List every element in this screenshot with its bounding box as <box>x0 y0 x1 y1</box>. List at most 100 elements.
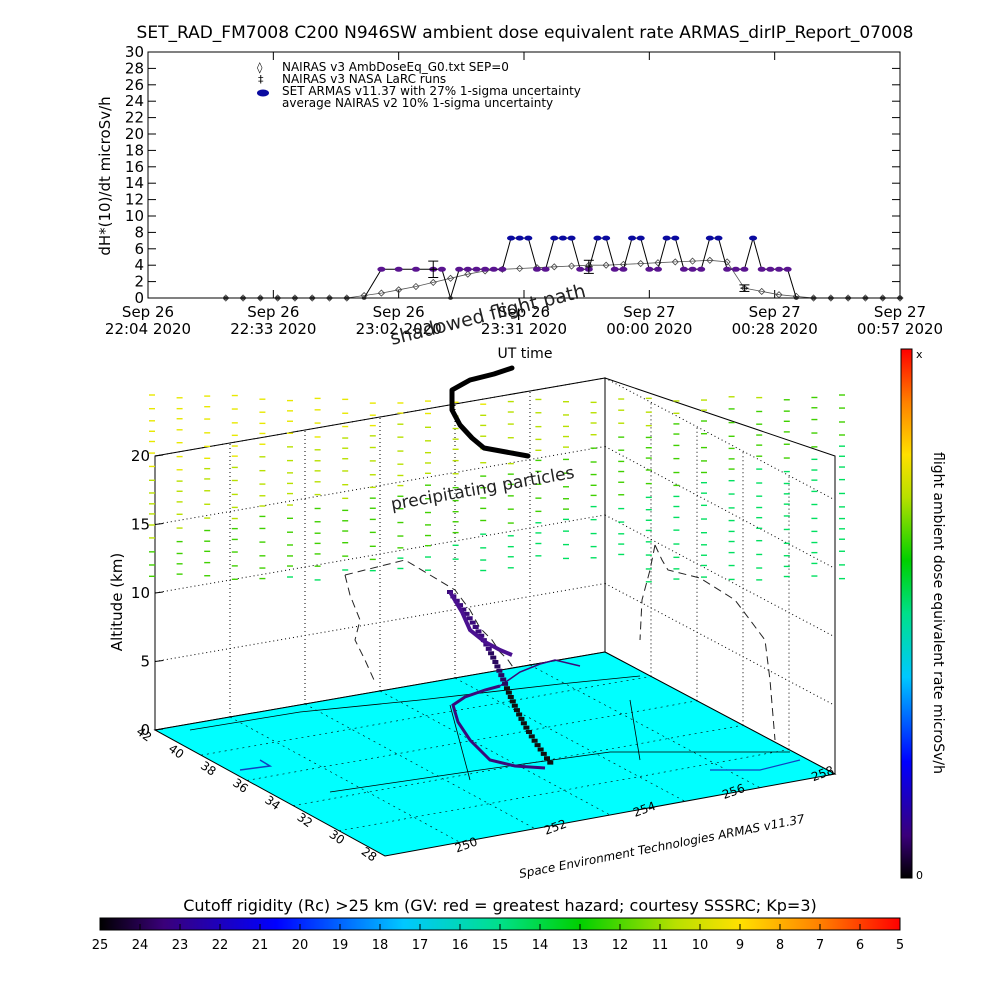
flight-path-marker <box>534 743 541 748</box>
flight-path-marker <box>472 625 479 629</box>
y-tick-label: 24 <box>125 92 144 110</box>
nairas-sep0-point <box>446 274 455 282</box>
dose-colorbar-top-label: x <box>916 348 923 361</box>
precipitating-particles-label: precipitating particles <box>389 463 576 515</box>
armas-point <box>880 296 886 300</box>
flight-path-marker <box>478 633 485 638</box>
y-tick-label: 16 <box>125 158 144 176</box>
y-tick-label: 26 <box>125 76 144 94</box>
flight-path-marker <box>511 703 518 708</box>
nairas-sep0-point <box>567 262 576 270</box>
armas-point <box>602 235 611 241</box>
armas-point <box>240 296 246 300</box>
left-wall-shadow-path <box>344 559 516 681</box>
rigidity-tick-label: 23 <box>172 938 189 953</box>
armas-point <box>524 235 533 241</box>
nairas-sep0-point <box>464 270 472 278</box>
rigidity-tick-label: 9 <box>736 938 744 953</box>
flight-path-marker <box>543 756 550 761</box>
rigidity-tick-label: 21 <box>252 938 269 953</box>
nairas-sep0-point <box>429 278 437 286</box>
legend-marker-nairas: ◊ <box>257 61 263 74</box>
flight-path-marker <box>547 760 554 765</box>
armas-point <box>645 266 654 272</box>
right-wall-gridline <box>604 514 836 638</box>
armas-point <box>558 235 567 241</box>
armas-point <box>327 296 333 300</box>
flight-path-marker <box>518 716 525 721</box>
armas-point <box>671 235 680 241</box>
rigidity-tick-label: 11 <box>652 938 669 953</box>
armas-point <box>463 266 472 272</box>
armas-point <box>593 235 602 241</box>
flight-path-marker <box>513 708 520 713</box>
altitude-tick-mark <box>154 660 164 662</box>
rigidity-tick-label: 17 <box>412 938 429 953</box>
armas-point <box>292 296 298 300</box>
legend-marker-larc: ‡ <box>258 73 264 86</box>
timeseries-data <box>222 235 904 302</box>
armas-point <box>628 235 637 241</box>
armas-point <box>257 296 263 300</box>
armas-point <box>679 266 688 272</box>
armas-point <box>498 266 507 272</box>
armas-point <box>448 296 454 300</box>
flight-path-3d <box>447 590 554 765</box>
x-tick-label-time: 00:57 2020 <box>857 320 943 338</box>
armas-point <box>845 296 851 300</box>
armas-point <box>828 296 834 300</box>
x-tick-label-time: 23:02 2020 <box>356 320 442 338</box>
rigidity-tick-label: 18 <box>372 938 389 953</box>
x-tick-label-time: 00:00 2020 <box>606 320 692 338</box>
armas-point <box>377 266 386 272</box>
nairas-sep0-point <box>602 261 610 269</box>
armas-point <box>688 266 697 272</box>
armas-point <box>309 296 315 300</box>
legend-entry-nairas-v2: average NAIRAS v2 10% 1-sigma uncertaint… <box>282 96 553 110</box>
armas-point <box>550 235 559 241</box>
floor-gridline <box>338 749 790 832</box>
armas-point <box>757 266 766 272</box>
x-tick-label-date: Sep 26 <box>498 303 550 321</box>
floor-state-border <box>629 699 641 761</box>
flight-path-marker <box>494 664 501 669</box>
y-tick-label: 6 <box>134 240 144 258</box>
x-tick-label-date: Sep 26 <box>373 303 425 321</box>
ground-grid <box>189 664 801 843</box>
wall-gridlines <box>154 377 836 750</box>
x-tick-label-time: 00:28 2020 <box>732 320 818 338</box>
altitude-tick-label: 5 <box>140 653 150 671</box>
ground-track-upper <box>499 659 581 687</box>
x-axis-label: UT time <box>498 346 553 362</box>
floor-gridline <box>379 690 611 816</box>
legend-entry-armas: SET ARMAS v11.37 with 27% 1-sigma uncert… <box>282 84 581 98</box>
rigidity-tick-label: 22 <box>212 938 229 953</box>
flight-path-marker <box>528 734 535 739</box>
flight-path-marker <box>492 660 499 664</box>
right-wall-gridline <box>604 583 836 706</box>
floor-feature <box>239 759 273 771</box>
flight-path-marker <box>531 738 538 743</box>
rigidity-tick-label: 5 <box>896 938 904 953</box>
rigidity-tick-label: 25 <box>92 938 109 953</box>
y-tick-label: 8 <box>134 223 144 241</box>
armas-point <box>541 266 550 272</box>
dose-colorbar <box>900 348 913 879</box>
left-wall-gridline <box>154 377 606 457</box>
legend-marker-armas <box>257 89 269 97</box>
dose-colorbar-bottom-label: 0 <box>916 869 923 882</box>
floor-state-border <box>189 675 641 731</box>
shadowed-flight-path-upper <box>449 365 531 459</box>
altitude-tick-label: 20 <box>131 447 150 465</box>
armas-point <box>472 266 481 272</box>
armas-point <box>515 235 524 241</box>
armas-point <box>723 266 732 272</box>
y-tick-label: 2 <box>134 273 144 291</box>
flight-path-marker <box>537 747 544 752</box>
altitude-tick-label: 0 <box>140 721 150 739</box>
flight-path-marker <box>502 681 509 686</box>
flight-path-marker <box>507 695 514 699</box>
armas-point <box>740 266 749 272</box>
right-wall-gridline <box>604 446 836 569</box>
